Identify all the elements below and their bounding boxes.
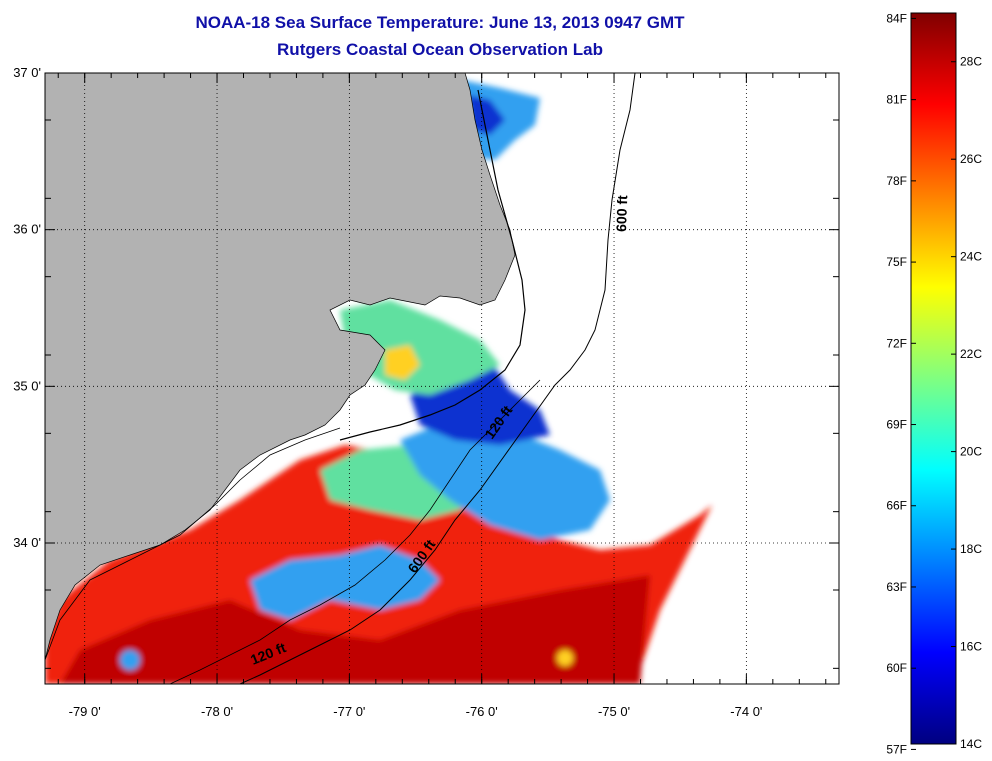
colorbar-f-label: 63F [886,580,907,594]
colorbar-c-label: 16C [960,640,982,654]
lon-tick-label: -77 0' [333,704,365,719]
axis-ticks: 37 0' 36 0' 35 0' 34 0' -79 0' -78 0' -77 0' -7… [13,65,839,719]
colorbar-f-label: 81F [886,93,907,107]
sst-region-cold-north [468,95,505,135]
colorbar-f-label: 84F [886,11,907,25]
colorbar-c-label: 18C [960,542,982,556]
colorbar-f-label: 60F [886,661,907,675]
colorbar-f-label: 69F [886,418,907,432]
map-title: NOAA-18 Sea Surface Temperature: June 13… [195,13,685,32]
colorbar-c-label: 22C [960,347,982,361]
colorbar-gradient [910,12,957,745]
colorbar-c-label: 28C [960,55,982,69]
lat-tick-label: 37 0' [13,65,41,80]
colorbar-f-label: 72F [886,336,907,350]
lon-tick-label: -79 0' [69,704,101,719]
colorbar-f-label: 66F [886,499,907,513]
colorbar-c-label: 26C [960,152,982,166]
coastline-south [45,427,341,661]
contour-label-600ft-north: 600 ft [613,195,630,232]
lon-tick-label: -76 0' [466,704,498,719]
sst-spot-warm [557,650,573,666]
outer-banks [339,89,526,441]
colorbar-c-label: 14C [960,737,982,751]
colorbar-f-label: 75F [886,255,907,269]
colorbar: 84F 81F 78F 75F 72F 69F 66F 63F 60F 57F 28C 26C 24C 2… [886,11,982,756]
sst-data-layer [45,80,712,684]
colorbar-f-label: 57F [886,742,907,756]
sst-region-mild-sound [340,300,500,395]
lon-tick-label: -74 0' [730,704,762,719]
lat-tick-label: 36 0' [13,222,41,237]
lon-tick-label: -78 0' [201,704,233,719]
sst-region-hottest [60,575,650,684]
lat-tick-label: 34 0' [13,535,41,550]
plot-frame [44,72,840,685]
colorbar-c-label: 20C [960,445,982,459]
lon-tick-label: -75 0' [598,704,630,719]
lat-tick-label: 35 0' [13,378,41,393]
sst-region-warm-sound [385,345,420,380]
isobath-120ft [169,379,541,684]
sst-region-cool-south [250,545,440,620]
colorbar-c-label: 24C [960,250,982,264]
sst-region-cool-mid [400,420,610,540]
graticule [45,73,839,684]
sst-spot-cool [120,650,140,670]
isobath-600ft [239,73,636,684]
colorbar-f-label: 78F [886,174,907,188]
map-subtitle: Rutgers Coastal Ocean Observation Lab [277,40,603,59]
